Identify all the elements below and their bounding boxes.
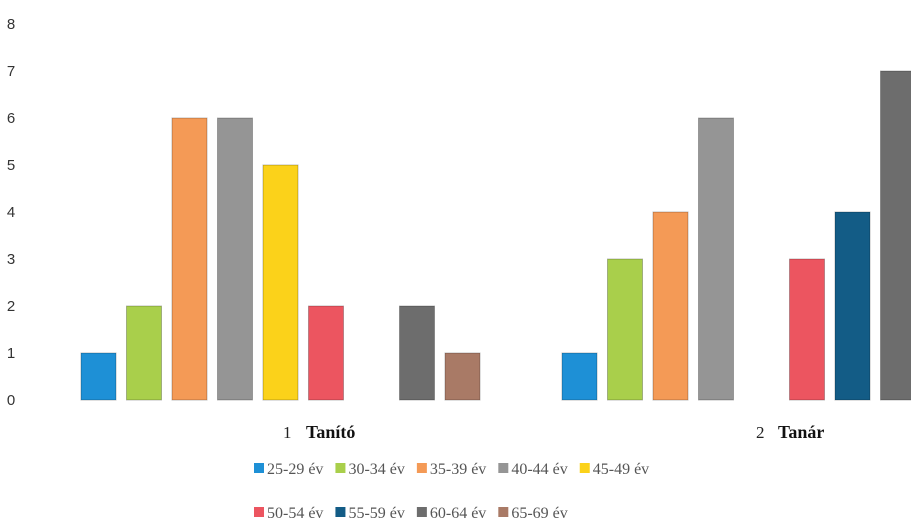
legend-swatch — [335, 463, 346, 473]
x-axis-categories: 1 Tanító 2 Tanár — [283, 422, 824, 442]
y-tick-label: 1 — [7, 345, 15, 362]
bar — [217, 117, 253, 401]
bar — [561, 352, 598, 401]
bar — [607, 258, 643, 401]
y-tick-label: 8 — [7, 16, 15, 33]
legend-swatch — [498, 463, 509, 473]
category-number-1: 1 — [283, 423, 292, 442]
bar — [880, 70, 911, 401]
y-tick-label: 0 — [7, 392, 15, 409]
bar — [308, 305, 344, 401]
legend-label: 60-64 év — [430, 505, 486, 522]
bar — [171, 117, 208, 401]
bar — [262, 164, 299, 401]
legend-label: 25-29 év — [267, 461, 323, 478]
legend-label: 35-39 év — [430, 461, 486, 478]
bar — [399, 305, 435, 401]
category-number-2: 2 — [756, 423, 765, 442]
legend-swatch — [335, 507, 346, 517]
legend: 25-29 év 30-34 év 35-39 év 40-44 év 45-49 év… — [254, 461, 649, 522]
bar — [126, 305, 162, 401]
category-name-2: Tanár — [778, 422, 824, 442]
y-tick-label: 2 — [7, 298, 15, 315]
legend-swatch — [416, 463, 427, 473]
y-axis: 0 1 2 3 4 5 6 7 8 — [7, 16, 15, 409]
y-tick-label: 4 — [7, 204, 15, 221]
bar — [80, 352, 117, 401]
legend-label: 40-44 év — [511, 461, 567, 478]
legend-swatch — [416, 507, 427, 517]
y-tick-label: 3 — [7, 251, 15, 268]
category-name-1: Tanító — [306, 422, 355, 442]
bars — [80, 70, 911, 401]
legend-label: 55-59 év — [348, 505, 404, 522]
legend-swatch — [254, 507, 264, 517]
bar — [444, 352, 481, 401]
y-tick-label: 5 — [7, 157, 15, 174]
bar — [789, 258, 825, 401]
bar — [834, 211, 871, 401]
y-tick-label: 6 — [7, 110, 15, 127]
legend-swatch — [498, 507, 509, 517]
legend-label: 45-49 év — [593, 461, 649, 478]
legend-label: 50-54 év — [267, 505, 323, 522]
legend-label: 30-34 év — [348, 461, 404, 478]
legend-label: 65-69 év — [511, 505, 567, 522]
legend-swatch — [254, 463, 264, 473]
y-tick-label: 7 — [7, 63, 15, 80]
bar — [652, 211, 689, 401]
legend-swatch — [579, 463, 590, 473]
bar — [698, 117, 734, 401]
